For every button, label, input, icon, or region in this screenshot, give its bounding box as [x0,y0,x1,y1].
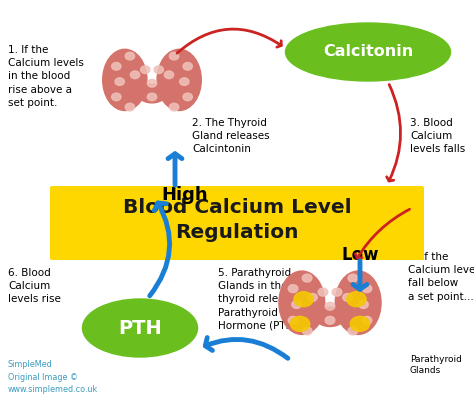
Ellipse shape [308,293,317,302]
Ellipse shape [169,103,179,111]
Ellipse shape [343,293,353,302]
Ellipse shape [325,302,335,310]
Text: Low: Low [341,246,379,264]
Ellipse shape [348,274,358,282]
Ellipse shape [325,316,335,324]
Ellipse shape [302,327,312,335]
Ellipse shape [125,52,135,60]
Ellipse shape [335,271,381,335]
Ellipse shape [362,285,372,293]
Ellipse shape [164,71,173,79]
Ellipse shape [348,327,358,335]
Ellipse shape [315,307,345,326]
Ellipse shape [183,62,192,70]
Ellipse shape [103,49,147,111]
Ellipse shape [111,62,121,70]
Ellipse shape [292,301,301,308]
Text: PTH: PTH [118,319,162,337]
Ellipse shape [183,93,192,101]
Ellipse shape [302,274,312,282]
FancyBboxPatch shape [50,186,424,260]
Ellipse shape [318,288,328,296]
Ellipse shape [111,93,121,101]
Text: 5. Parathyroid
Glands in the
thyroid release
Parathyroid
Hormone (PTH): 5. Parathyroid Glands in the thyroid rel… [218,268,297,331]
Ellipse shape [169,52,179,60]
Text: 3. Blood
Calcium
levels falls: 3. Blood Calcium levels falls [410,118,465,154]
Ellipse shape [140,66,150,73]
Ellipse shape [137,84,166,103]
Ellipse shape [362,316,372,324]
Ellipse shape [285,23,450,81]
Text: Blood Calcium Level
Regulation: Blood Calcium Level Regulation [123,198,351,242]
Ellipse shape [147,93,157,101]
Ellipse shape [288,285,298,293]
Ellipse shape [125,103,135,111]
Text: Parathyroid
Glands: Parathyroid Glands [410,355,462,375]
Ellipse shape [332,288,342,296]
Text: SimpleMed
Original Image ©
www.simplemed.co.uk: SimpleMed Original Image © www.simplemed… [8,360,98,394]
Text: 6. Blood
Calcium
levels rise: 6. Blood Calcium levels rise [8,268,61,304]
Text: 1. If the
Calcium levels
in the blood
rise above a
set point.: 1. If the Calcium levels in the blood ri… [8,45,84,108]
Ellipse shape [130,71,140,79]
Text: 4. If the
Calcium levels
fall below
a set point...: 4. If the Calcium levels fall below a se… [408,252,474,302]
Ellipse shape [279,271,325,335]
Ellipse shape [346,292,366,307]
Text: Calcitonin: Calcitonin [323,44,413,60]
Ellipse shape [291,316,310,331]
Text: High: High [162,186,208,204]
Ellipse shape [147,80,157,87]
Ellipse shape [288,316,298,324]
Ellipse shape [157,49,201,111]
Ellipse shape [82,299,198,357]
Text: 2. The Thyroid
Gland releases
Calcintonin: 2. The Thyroid Gland releases Calcintoni… [192,118,270,154]
Ellipse shape [350,316,370,331]
Ellipse shape [180,78,189,85]
Ellipse shape [115,78,124,85]
Ellipse shape [294,292,313,307]
Ellipse shape [154,66,164,73]
Ellipse shape [359,301,368,308]
